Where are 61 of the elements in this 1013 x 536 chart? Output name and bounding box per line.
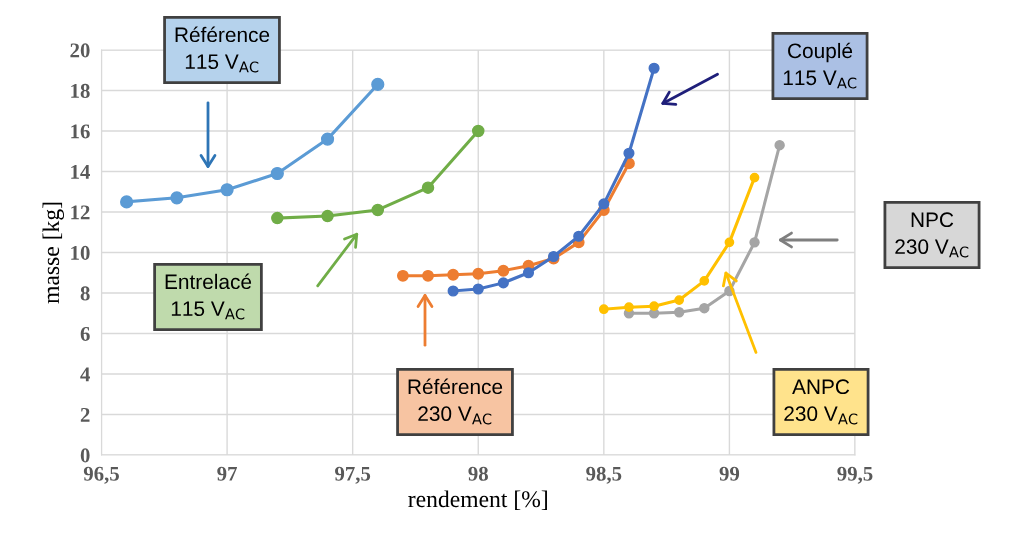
annotation: Couplé 115 V$_{AC}$ <box>783 42 857 89</box>
point <box>573 230 585 242</box>
x-tick-label: 99 <box>719 466 740 481</box>
point <box>624 302 634 313</box>
point <box>649 301 659 312</box>
y-tick-label: 2 <box>80 407 90 422</box>
point <box>472 283 484 295</box>
point <box>320 132 335 146</box>
y-tick-label: 6 <box>80 326 90 341</box>
point <box>623 147 635 159</box>
y-tick-label: 20 <box>70 43 90 58</box>
point <box>422 269 434 282</box>
x-tick-label: 98 <box>468 466 488 481</box>
point <box>270 166 284 181</box>
x-tick-label: 99,5 <box>837 466 873 484</box>
point <box>170 191 184 205</box>
y-tick-label: 12 <box>71 205 90 220</box>
y-tick-label: 14 <box>71 164 90 179</box>
y-tick-label: 16 <box>71 124 90 139</box>
x-tick-label: 97 <box>217 466 237 481</box>
x-tick-label: 96,5 <box>83 466 119 484</box>
point <box>522 267 535 279</box>
annotation: Référence 115 V$_{AC}$ <box>175 26 270 73</box>
point <box>396 269 409 282</box>
point <box>371 203 385 217</box>
point <box>724 237 735 248</box>
x-tick-label: 98,5 <box>586 466 622 484</box>
y-tick-label: 18 <box>71 83 90 98</box>
point <box>673 307 685 318</box>
annotation: ANPC 230 V$_{AC}$ <box>784 379 858 425</box>
point <box>774 139 785 151</box>
point <box>598 198 610 210</box>
point <box>749 237 760 248</box>
x-axis-title: rendement [%] <box>408 490 547 511</box>
y-tick-label: 0 <box>80 448 90 463</box>
point <box>497 264 510 277</box>
point <box>699 275 710 286</box>
point <box>447 268 460 281</box>
point <box>497 277 509 289</box>
point <box>321 209 334 223</box>
point <box>447 285 459 297</box>
y-tick-label: 10 <box>71 245 90 260</box>
annotation: Entrelacé 115 V$_{AC}$ <box>165 273 252 320</box>
point <box>220 183 234 197</box>
point <box>674 295 685 305</box>
y-tick-label: 4 <box>80 367 90 382</box>
point <box>271 211 284 225</box>
point <box>472 267 485 280</box>
y-tick-label: 8 <box>80 286 90 301</box>
annotation: Référence 230 V$_{AC}$ <box>408 378 503 425</box>
point <box>648 62 660 74</box>
point <box>749 172 760 183</box>
point <box>120 195 134 209</box>
x-tick-label: 97,5 <box>335 466 371 484</box>
point <box>699 302 710 314</box>
point <box>471 124 485 138</box>
text: NPC 230 V$_{AC}$ <box>895 212 969 258</box>
y-axis-title: masse [kg] <box>42 202 64 304</box>
point <box>421 181 435 194</box>
point <box>371 77 385 92</box>
point <box>598 304 609 315</box>
